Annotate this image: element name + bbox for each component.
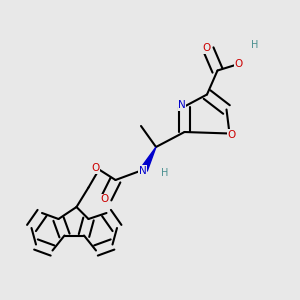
Text: O: O bbox=[203, 43, 211, 53]
Text: O: O bbox=[234, 59, 243, 69]
Text: H: H bbox=[251, 40, 258, 50]
Polygon shape bbox=[141, 147, 156, 171]
Text: O: O bbox=[100, 194, 108, 205]
Text: O: O bbox=[91, 163, 100, 173]
Text: N: N bbox=[139, 166, 146, 176]
Text: O: O bbox=[228, 130, 236, 140]
Text: H: H bbox=[161, 167, 169, 178]
Text: N: N bbox=[178, 100, 186, 110]
